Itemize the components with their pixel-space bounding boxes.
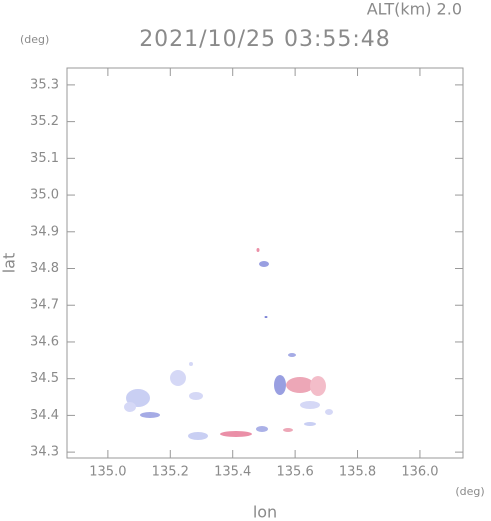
- y-tick-label: 34.4: [30, 408, 59, 423]
- x-tick-label: 135.0: [89, 465, 126, 480]
- x-tick-label: 135.4: [214, 465, 251, 480]
- y-tick-label: 35.2: [30, 114, 59, 129]
- y-axis-label: lat: [0, 253, 19, 274]
- x-tick-label: 135.8: [339, 465, 376, 480]
- x-unit: (deg): [455, 485, 484, 498]
- y-tick-label: 35.0: [30, 188, 59, 203]
- y-tick-label: 35.3: [30, 77, 59, 92]
- y-unit: (deg): [20, 33, 49, 46]
- chart-title: 2021/10/25 03:55:48: [139, 27, 391, 52]
- x-tick-label: 136.0: [401, 465, 438, 480]
- echo-blobs: [124, 248, 333, 440]
- plot-frame: [66, 67, 464, 459]
- x-axis-label: lon: [253, 503, 277, 521]
- y-tick-label: 35.1: [30, 151, 59, 166]
- x-tick-label: 135.2: [152, 465, 189, 480]
- y-tick-label: 34.8: [30, 261, 59, 276]
- y-tick-label: 34.3: [30, 445, 59, 460]
- y-tick-label: 34.6: [30, 334, 59, 349]
- y-tick-label: 34.7: [30, 298, 59, 313]
- altitude-label: ALT(km) 2.0: [367, 0, 462, 19]
- y-tick-label: 34.9: [30, 224, 59, 239]
- x-tick-label: 135.6: [277, 465, 314, 480]
- y-tick-label: 34.5: [30, 371, 59, 386]
